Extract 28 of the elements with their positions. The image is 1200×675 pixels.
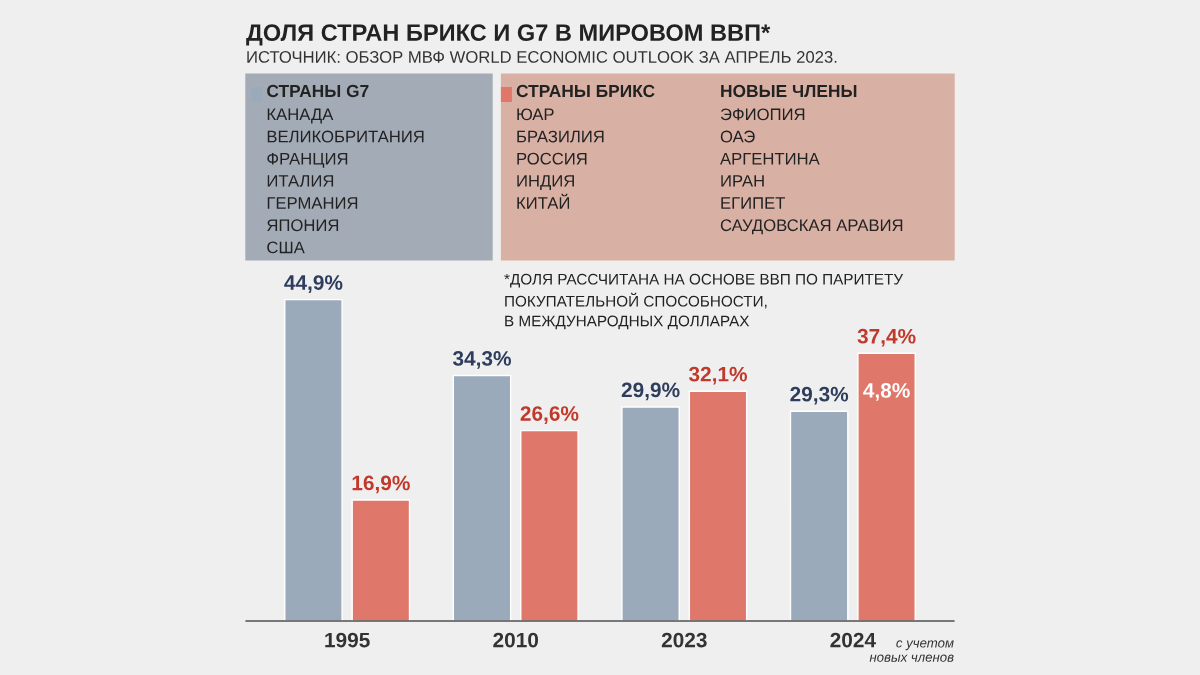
data-label: 34,3% — [452, 351, 511, 369]
bar — [520, 429, 579, 621]
data-label: 37,4% — [857, 328, 916, 347]
data-label: 29,9% — [621, 382, 680, 401]
bar — [688, 390, 748, 621]
bar — [789, 410, 849, 621]
text: НОВЫЕ ЧЛЕНЫ ЭФИОПИЯ ОАЭ АРГЕНТИНА ИРАН ЕГИПЕТ САУДОВСКАЯ АРАВИЯ — [720, 84, 903, 235]
text: КАНАДА ВЕЛИКОБРИТАНИЯ ФРАНЦИЯ ИТАЛИЯ ГЕРМАНИЯ ЯПОНИЯ США — [267, 108, 424, 254]
text: ЮАР БРАЗИЛИЯ РОССИЯ ИНДИЯ КИТАЙ — [517, 108, 604, 209]
legend-label: СТРАНЫ БРИКС — [516, 84, 655, 98]
bar — [284, 298, 343, 621]
data-label: 29,3% — [790, 386, 849, 405]
annotation: *ДОЛЯ РАССЧИТАНА НА ОСНОВЕ ВВП ПО ПАРИТЕТУ ПОКУПАТЕЛЬНОЙ СПОСОБНОСТИ, В МЕЖДУНАРОДНЫХ ДОЛЛАРАХ — [504, 273, 904, 330]
data-label: 44,9% — [284, 275, 343, 293]
data-label: 32,1% — [688, 366, 747, 385]
data-label: 26,6% — [520, 406, 579, 424]
bar — [621, 406, 680, 621]
legend-label: СТРАНЫ G7 — [267, 84, 369, 98]
annotation: 4,8% — [863, 382, 910, 401]
chart-title: ДОЛЯ СТРАН БРИКС И G7 В МИРОВОМ ВВП* — [246, 24, 771, 46]
bar — [452, 374, 512, 621]
x-tick-label: 2023 — [661, 632, 707, 648]
x-tick-label: 2010 — [493, 632, 539, 648]
chart-subtitle: ИСТОЧНИК: ОБЗОР МВФ WORLD ECONOMIC OUTLOOK ЗА АПРЕЛЬ 2023. — [247, 51, 837, 63]
data-label: 16,9% — [352, 475, 410, 494]
bar — [351, 499, 411, 621]
x-tick-label: 1995 — [325, 632, 370, 648]
bar — [857, 352, 916, 621]
